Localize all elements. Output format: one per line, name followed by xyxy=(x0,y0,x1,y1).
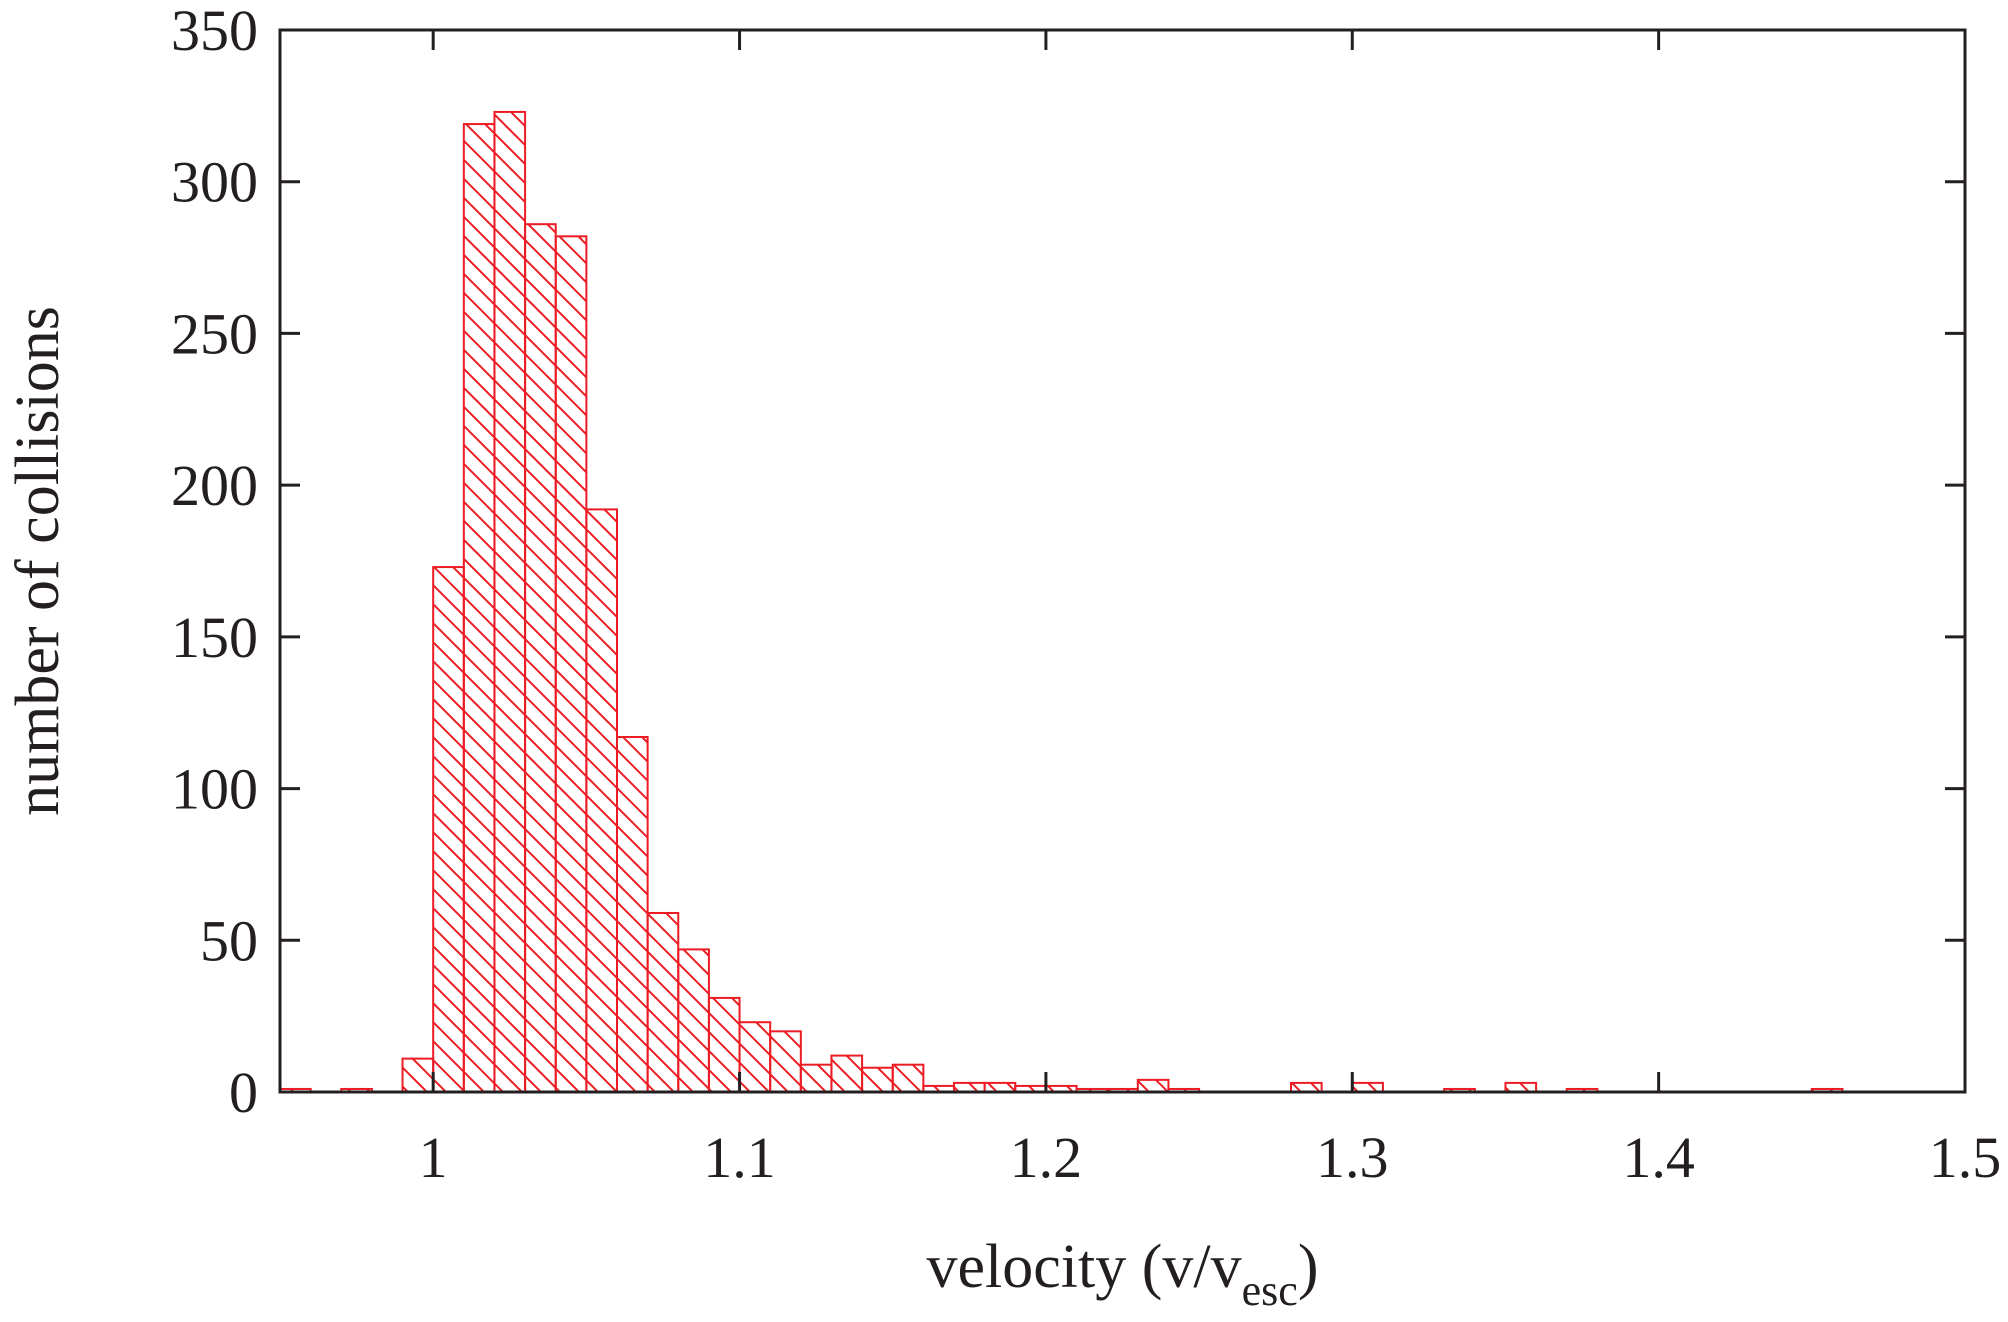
histogram-bar xyxy=(493,110,527,1093)
histogram-bar xyxy=(707,996,741,1093)
x-axis-label-suffix: ) xyxy=(1298,1233,1319,1301)
y-tick-label: 100 xyxy=(171,757,258,822)
y-tick-label: 50 xyxy=(200,908,258,973)
plot-frame xyxy=(278,28,1967,1094)
x-axis-label-subscript: esc xyxy=(1242,1266,1298,1315)
x-tick-label: 1.1 xyxy=(703,1125,776,1190)
x-tick-label: 1.2 xyxy=(1010,1125,1083,1190)
y-axis-label: number of collisions xyxy=(4,306,72,816)
histogram-bars xyxy=(279,110,1844,1094)
histogram-bar xyxy=(891,1063,925,1093)
x-tick-label: 1.3 xyxy=(1316,1125,1389,1190)
histogram-bar xyxy=(1136,1078,1170,1094)
y-tick-label: 350 xyxy=(171,0,258,63)
histogram-bar xyxy=(861,1066,894,1093)
y-tick-label: 300 xyxy=(171,150,258,215)
y-tick-label: 0 xyxy=(229,1060,258,1125)
x-axis-label: velocity (v/vesc) xyxy=(927,1233,1319,1315)
x-axis-label-main: velocity (v/v xyxy=(927,1233,1242,1301)
y-tick-label: 150 xyxy=(171,605,258,670)
x-tick-labels: 1 1.1 1.2 1.3 1.4 1.5 xyxy=(419,1125,2002,1190)
y-tick-label: 200 xyxy=(171,453,258,518)
histogram-bar xyxy=(524,223,557,1094)
axis-ticks xyxy=(280,28,1967,1094)
histogram-bar xyxy=(830,1054,864,1094)
histogram-bar xyxy=(799,1063,833,1093)
histogram-bar xyxy=(554,235,588,1093)
histogram-bar xyxy=(677,948,710,1093)
histogram-bar xyxy=(769,1030,802,1094)
histogram-bar xyxy=(401,1057,435,1093)
x-tick-label: 1.5 xyxy=(1929,1125,2002,1190)
x-tick-label: 1 xyxy=(419,1125,448,1190)
x-tick-label: 1.4 xyxy=(1622,1125,1695,1190)
histogram-bar xyxy=(432,566,465,1093)
histogram-bar xyxy=(462,123,496,1093)
histogram-bar xyxy=(585,508,619,1094)
y-tick-labels: 0 50 100 150 200 250 300 350 xyxy=(171,0,258,1125)
histogram-bar xyxy=(738,1021,772,1093)
histogram-bar xyxy=(646,911,680,1094)
y-tick-label: 250 xyxy=(171,301,258,366)
histogram-bar xyxy=(616,735,649,1093)
